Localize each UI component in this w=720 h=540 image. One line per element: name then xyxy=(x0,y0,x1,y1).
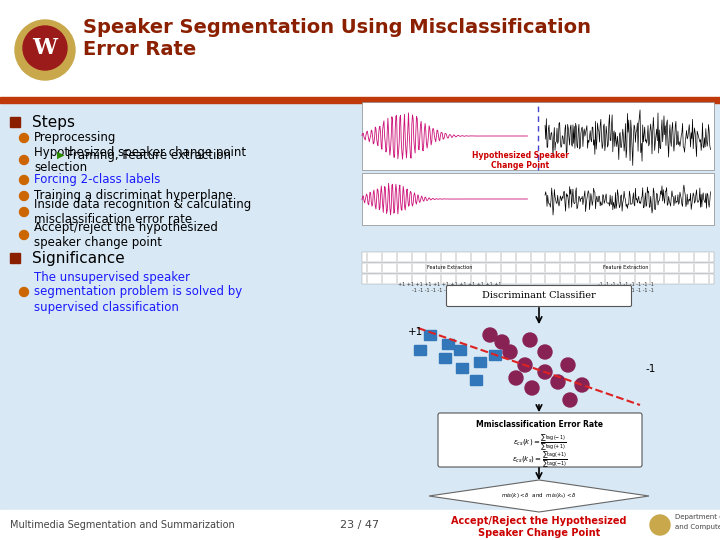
Text: Multimedia Segmentation and Summarization: Multimedia Segmentation and Summarizatio… xyxy=(10,520,235,530)
FancyBboxPatch shape xyxy=(362,102,714,170)
Text: -1: -1 xyxy=(645,364,655,374)
Circle shape xyxy=(563,393,577,407)
FancyBboxPatch shape xyxy=(0,0,720,100)
Text: $\mathit{mis}(k)<\delta$  and  $\mathit{mis}(k_s)<\delta$: $\mathit{mis}(k)<\delta$ and $\mathit{mi… xyxy=(501,491,577,501)
Circle shape xyxy=(538,345,552,359)
FancyBboxPatch shape xyxy=(446,286,631,307)
Bar xyxy=(489,350,501,360)
Text: Speaker Segmentation Using Misclassification: Speaker Segmentation Using Misclassifica… xyxy=(83,18,591,37)
Circle shape xyxy=(509,371,523,385)
Text: +1 +1 +1 +1 +1 +1 +1 +1 +1 +1 +1 +1: +1 +1 +1 +1 +1 +1 +1 +1 +1 +1 +1 +1 xyxy=(398,282,502,287)
Bar xyxy=(470,375,482,385)
Bar xyxy=(424,330,436,340)
Text: -1 -1 -1 -1 -1 -1 -1 -1 -1: -1 -1 -1 -1 -1 -1 -1 -1 -1 xyxy=(598,288,654,294)
Text: Preprocessing: Preprocessing xyxy=(34,132,117,145)
Text: Hypothesized Speaker
Change Point: Hypothesized Speaker Change Point xyxy=(472,151,569,170)
Text: Discriminant Classifier: Discriminant Classifier xyxy=(482,292,596,300)
Bar xyxy=(10,253,20,263)
Circle shape xyxy=(19,156,29,165)
Text: $\varepsilon_{cs}(k) = \frac{\sum \mathrm{tag}(-1)}{\sum \mathrm{tag}(+1)}$: $\varepsilon_{cs}(k) = \frac{\sum \mathr… xyxy=(513,433,567,453)
Text: Feature Extraction: Feature Extraction xyxy=(603,265,649,270)
Text: -1 -1 -1 -1 -1 -1 -1 -1 -1: -1 -1 -1 -1 -1 -1 -1 -1 -1 xyxy=(598,282,654,287)
Circle shape xyxy=(19,287,29,296)
Circle shape xyxy=(19,133,29,143)
Text: Inside data recognition & calculating
misclassification error rate: Inside data recognition & calculating mi… xyxy=(34,198,251,226)
Text: Error Rate: Error Rate xyxy=(83,40,197,59)
Circle shape xyxy=(19,207,29,217)
Bar xyxy=(442,339,454,349)
Text: Training a discriminat hyperplane: Training a discriminat hyperplane xyxy=(34,190,233,202)
Circle shape xyxy=(523,333,537,347)
FancyBboxPatch shape xyxy=(438,413,642,467)
Circle shape xyxy=(575,378,589,392)
Text: The unsupervised speaker
segmentation problem is solved by
supervised classifica: The unsupervised speaker segmentation pr… xyxy=(34,271,242,314)
Text: Accept/reject the hypothesized
speaker change point: Accept/reject the hypothesized speaker c… xyxy=(34,221,218,249)
Circle shape xyxy=(503,345,517,359)
Text: Hypothesized speaker change point
selection: Hypothesized speaker change point select… xyxy=(34,146,246,174)
Circle shape xyxy=(19,176,29,185)
Circle shape xyxy=(518,358,532,372)
Circle shape xyxy=(650,515,670,535)
Text: 23 / 47: 23 / 47 xyxy=(341,520,379,530)
Bar xyxy=(454,345,466,355)
Text: W: W xyxy=(32,37,58,59)
Bar xyxy=(0,97,720,103)
FancyBboxPatch shape xyxy=(362,173,714,225)
Circle shape xyxy=(551,375,565,389)
Bar xyxy=(439,353,451,363)
Text: Mmisclassification Error Rate: Mmisclassification Error Rate xyxy=(477,420,603,429)
Text: +1: +1 xyxy=(408,327,423,337)
Bar xyxy=(456,363,468,373)
Text: Department of Electrical: Department of Electrical xyxy=(675,514,720,520)
Text: -1 -1 -1 -1 -1 -1 -1 -1 -1 -1 -1 -1: -1 -1 -1 -1 -1 -1 -1 -1 -1 -1 -1 -1 xyxy=(413,288,487,294)
Text: Feature Extraction: Feature Extraction xyxy=(427,265,473,270)
Circle shape xyxy=(538,365,552,379)
Circle shape xyxy=(23,26,67,70)
Circle shape xyxy=(495,335,509,349)
Polygon shape xyxy=(429,480,649,512)
Circle shape xyxy=(19,231,29,240)
Text: $\varepsilon_{cs}(k_s) = \frac{\sum \mathrm{tag}(+1)}{\sum \mathrm{tag}(-1)}$: $\varepsilon_{cs}(k_s) = \frac{\sum \mat… xyxy=(512,450,568,470)
Text: Framing, Feature extraction: Framing, Feature extraction xyxy=(67,148,231,161)
Text: Accept/Reject the Hypothesized
Speaker Change Point: Accept/Reject the Hypothesized Speaker C… xyxy=(451,516,626,538)
Text: and Computer Engineering: and Computer Engineering xyxy=(675,524,720,530)
Text: Forcing 2-class labels: Forcing 2-class labels xyxy=(34,173,161,186)
Circle shape xyxy=(483,328,497,342)
FancyBboxPatch shape xyxy=(362,252,714,262)
Circle shape xyxy=(525,381,539,395)
Circle shape xyxy=(561,358,575,372)
Text: ▶: ▶ xyxy=(57,150,65,160)
Text: Significance: Significance xyxy=(32,251,125,266)
Text: Steps: Steps xyxy=(32,114,75,130)
Bar xyxy=(474,357,486,367)
FancyBboxPatch shape xyxy=(362,263,714,273)
FancyBboxPatch shape xyxy=(362,274,714,284)
Bar xyxy=(0,510,720,540)
Bar xyxy=(10,117,20,127)
Circle shape xyxy=(19,192,29,200)
Circle shape xyxy=(15,20,75,80)
Bar xyxy=(414,345,426,355)
